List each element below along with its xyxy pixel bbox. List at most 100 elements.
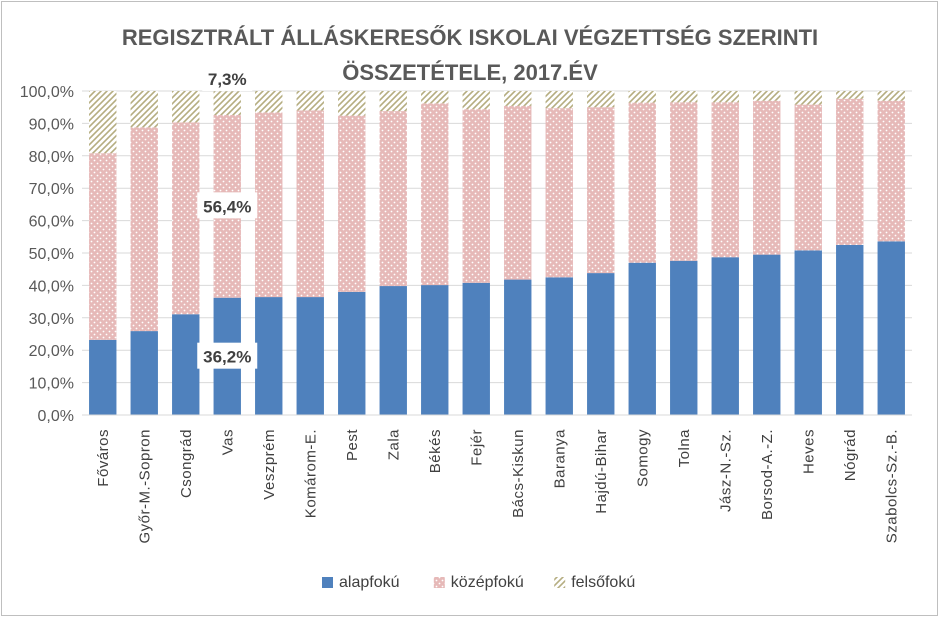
bar-segment-felsőfokú	[794, 91, 822, 105]
bar-segment-alapfokú	[462, 282, 490, 415]
data-label: 56,4%	[203, 197, 251, 216]
legend-swatch-középfokú	[433, 577, 445, 588]
bar-segment-felsőfokú	[711, 91, 739, 103]
bar-segment-alapfokú	[338, 291, 366, 415]
y-tick-label: 30,0%	[29, 311, 74, 328]
data-label-background	[197, 342, 258, 369]
bar-segment-felsőfokú	[545, 91, 573, 109]
bar-segment-felsőfokú	[379, 91, 407, 112]
y-tick-label: 40,0%	[29, 278, 74, 295]
y-tick-label: 60,0%	[29, 214, 74, 231]
y-tick-label: 0,0%	[38, 408, 74, 425]
x-category-label: Csongrád	[178, 429, 195, 498]
y-tick-label: 70,0%	[29, 181, 74, 198]
bar-segment-alapfokú	[172, 314, 200, 415]
bar-segment-felsőfokú	[587, 91, 615, 108]
gridlines	[82, 90, 912, 384]
bar-segment-felsőfokú	[255, 91, 283, 113]
x-category-label: Veszprém	[261, 429, 278, 500]
legend-swatch-felsőfokú	[554, 577, 566, 588]
x-axis-category-labels: Főváros Győr-M.-Sopron Csongrád Vas Veszprém…	[95, 429, 901, 544]
x-category-label: Heves	[800, 429, 817, 474]
bar-segment-alapfokú	[379, 286, 407, 415]
bar-segment-alapfokú	[836, 244, 864, 415]
chart-title: REGISZTRÁLT ÁLLÁSKERESŐK ISKOLAI VÉGZETT…	[122, 25, 818, 85]
bar-segment-felsőfokú	[213, 91, 241, 115]
bar-segment-felsőfokú	[753, 91, 781, 101]
bar-segment-alapfokú	[545, 277, 573, 415]
bar-segment-felsőfokú	[172, 91, 200, 123]
bar-segment-középfokú	[877, 100, 905, 242]
bar-segment-alapfokú	[628, 262, 656, 415]
bar-segment-középfokú	[130, 127, 158, 332]
y-tick-label: 90,0%	[29, 116, 74, 133]
y-tick-label: 20,0%	[29, 343, 74, 360]
y-tick-label: 50,0%	[29, 246, 74, 263]
x-category-label: Nógrád	[842, 429, 859, 481]
bar-segment-középfokú	[628, 102, 656, 263]
bar-segment-középfokú	[836, 98, 864, 245]
bar-segment-középfokú	[255, 112, 283, 298]
bar-segment-felsőfokú	[338, 91, 366, 116]
bar-segment-alapfokú	[296, 297, 324, 415]
legend-label: középfokú	[451, 574, 524, 591]
bar-segment-felsőfokú	[421, 91, 449, 104]
bar-segment-középfokú	[753, 100, 781, 255]
bar-segment-alapfokú	[794, 250, 822, 415]
bar-segment-felsőfokú	[296, 91, 324, 111]
chart-title-line-1: REGISZTRÁLT ÁLLÁSKERESŐK ISKOLAI VÉGZETT…	[122, 25, 818, 50]
bar-segment-felsőfokú	[670, 91, 698, 103]
bar-segment-alapfokú	[711, 257, 739, 415]
data-label-background	[197, 192, 258, 219]
bar-segment-középfokú	[296, 110, 324, 298]
legend-label: felsőfokú	[571, 574, 635, 591]
x-category-label: Pest	[344, 429, 361, 461]
bar-segment-középfokú	[587, 107, 615, 274]
x-category-label: Fejér	[468, 429, 485, 466]
bar-segment-felsőfokú	[877, 91, 905, 101]
bar-segment-középfokú	[545, 108, 573, 278]
bar-segment-alapfokú	[130, 331, 158, 415]
bar-segment-középfokú	[89, 153, 117, 340]
bar-segment-középfokú	[794, 104, 822, 251]
x-category-label: Győr-M.-Sopron	[136, 429, 153, 544]
x-category-label: Vas	[219, 429, 236, 455]
x-category-label: Hajdú-Bihar	[593, 429, 610, 514]
x-category-label: Baranya	[551, 429, 568, 489]
bar-segment-középfokú	[462, 109, 490, 283]
x-category-label: Szabolcs-Sz.-B.	[883, 429, 900, 543]
bar-segment-felsőfokú	[504, 91, 532, 106]
x-category-label: Főváros	[95, 429, 112, 487]
data-label: 36,2%	[203, 348, 251, 367]
data-label-background	[202, 65, 253, 91]
y-tick-label: 100,0%	[20, 84, 74, 101]
bar-segment-középfokú	[670, 102, 698, 261]
bar-segment-felsőfokú	[836, 91, 864, 99]
y-tick-label: 80,0%	[29, 149, 74, 166]
y-axis-ticks: 0,0% 10,0% 20,0% 30,0% 40,0% 50,0% 60,0% 70,0% 8…	[20, 84, 74, 425]
bar-segment-középfokú	[504, 105, 532, 280]
bar-segment-alapfokú	[670, 260, 698, 415]
bar-segment-alapfokú	[504, 279, 532, 415]
legend: alapfokú középfokú felsőfokú	[322, 574, 635, 591]
bar-segment-felsőfokú	[89, 91, 117, 154]
bar-segment-alapfokú	[587, 273, 615, 415]
bars	[89, 91, 905, 415]
data-annotations: 7,3% 56,4% 36,2%	[197, 65, 258, 369]
x-category-label: Békés	[427, 429, 444, 473]
data-label: 7,3%	[208, 70, 247, 89]
x-category-label: Jász-N.-Sz.	[717, 429, 734, 512]
bar-segment-alapfokú	[255, 297, 283, 415]
x-category-label: Komárom-E.	[302, 429, 319, 518]
bar-segment-középfokú	[338, 115, 366, 292]
bar-segment-felsőfokú	[130, 91, 158, 128]
legend-label: alapfokú	[339, 574, 400, 591]
x-category-label: Bács-Kiskun	[510, 429, 527, 518]
x-category-label: Zala	[385, 429, 402, 460]
bar-segment-felsőfokú	[462, 91, 490, 110]
bar-segment-alapfokú	[89, 339, 117, 415]
bar-segment-középfokú	[421, 103, 449, 286]
bar-segment-alapfokú	[421, 285, 449, 415]
bar-segment-középfokú	[172, 122, 200, 315]
